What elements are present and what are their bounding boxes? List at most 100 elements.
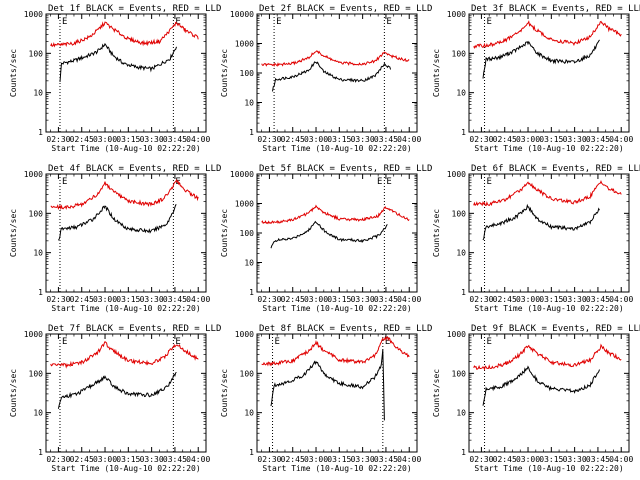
event-marker-label: E — [377, 177, 382, 187]
event-marker-label: E — [487, 177, 492, 187]
y-axis-label: Counts/sec — [220, 49, 229, 97]
y-tick-label: 10 — [33, 249, 43, 258]
x-tick-label: 02:45 — [70, 455, 94, 464]
x-tick-label: 03:00 — [516, 455, 540, 464]
plot-frame — [45, 13, 207, 133]
events-series-line — [57, 204, 177, 241]
x-tick-label: 03:15 — [116, 295, 140, 304]
x-axis-label: Start Time (10-Aug-10 02:22:20) — [474, 304, 623, 313]
y-tick-label: 10 — [33, 89, 43, 98]
x-tick-label: 03:00 — [93, 135, 117, 144]
detector-panel: Det 5f BLACK = Events, RED = LLD 1 10 100 10… — [220, 164, 432, 313]
x-tick-label: 03:00 — [93, 455, 117, 464]
y-tick-label: 1 — [38, 448, 43, 457]
event-marker-label: E — [175, 337, 180, 347]
x-tick-label: 03:30 — [351, 135, 375, 144]
x-axis-label: Start Time (10-Aug-10 02:22:20) — [262, 144, 411, 153]
x-tick-label: 04:00 — [609, 295, 633, 304]
panel-title: Det 2f BLACK = Events, RED = LLD — [259, 4, 432, 14]
y-tick-label: 10000 — [230, 170, 254, 179]
y-tick-label: 10 — [33, 409, 43, 418]
x-tick-label: 02:30 — [46, 135, 70, 144]
plot-frame — [256, 13, 418, 133]
event-marker-label: E — [62, 337, 67, 347]
x-tick-label: 03:00 — [516, 295, 540, 304]
x-axis-label: Start Time (10-Aug-10 02:22:20) — [474, 144, 623, 153]
panel-title: Det 5f BLACK = Events, RED = LLD — [259, 164, 432, 174]
detector-panel: Det 2f BLACK = Events, RED = LLD 1 10 100 10… — [220, 4, 432, 153]
lld-series-line — [261, 204, 410, 225]
y-tick-label: 10 — [456, 89, 466, 98]
x-tick-label: 03:30 — [140, 295, 164, 304]
y-tick-label: 10 — [456, 249, 466, 258]
plot-frame — [45, 173, 207, 293]
x-axis-label: Start Time (10-Aug-10 02:22:20) — [51, 304, 200, 313]
x-tick-label: 03:00 — [93, 295, 117, 304]
y-axis-label: Counts/sec — [220, 369, 229, 417]
x-tick-label: 03:45 — [586, 455, 610, 464]
y-tick-label: 1 — [249, 288, 254, 297]
x-tick-label: 03:45 — [586, 295, 610, 304]
events-series-line — [57, 371, 177, 409]
event-marker-label: E — [275, 337, 280, 347]
y-tick-label: 100 — [240, 369, 255, 378]
y-tick-label: 100 — [29, 49, 44, 58]
y-tick-label: 1 — [38, 128, 43, 137]
y-tick-label: 100 — [452, 49, 467, 58]
x-tick-label: 02:30 — [469, 455, 493, 464]
event-marker-label: E — [386, 17, 391, 27]
lld-series-line — [473, 180, 622, 207]
y-tick-label: 1000 — [24, 10, 43, 19]
y-tick-label: 100 — [29, 209, 44, 218]
x-axis-label: Start Time (10-Aug-10 02:22:20) — [51, 464, 200, 473]
y-tick-label: 100 — [240, 69, 255, 78]
y-tick-label: 10 — [244, 99, 254, 108]
y-tick-label: 1 — [461, 288, 466, 297]
x-tick-label: 04:00 — [609, 135, 633, 144]
x-tick-label: 03:45 — [163, 295, 187, 304]
x-tick-label: 02:45 — [70, 295, 94, 304]
y-axis-label: Counts/sec — [432, 49, 441, 97]
events-series-line — [482, 203, 600, 241]
panel-title: Det 7f BLACK = Events, RED = LLD — [48, 324, 221, 334]
events-series-line — [270, 349, 385, 421]
detector-panel: Det 7f BLACK = Events, RED = LLD 1 10 100 10… — [9, 324, 221, 473]
event-marker-label: E — [385, 337, 390, 347]
x-tick-label: 04:00 — [397, 295, 421, 304]
events-series-line — [482, 365, 600, 406]
lld-series-line — [473, 20, 622, 50]
y-axis-label: Counts/sec — [9, 209, 18, 257]
x-tick-label: 03:45 — [163, 135, 187, 144]
x-tick-label: 03:00 — [304, 295, 328, 304]
plot-frame — [256, 333, 418, 453]
x-tick-label: 03:15 — [116, 135, 140, 144]
event-marker-label: E — [487, 337, 492, 347]
y-tick-label: 1000 — [447, 10, 466, 19]
x-tick-label: 02:45 — [493, 455, 517, 464]
x-tick-label: 03:15 — [539, 455, 563, 464]
x-tick-label: 02:30 — [46, 455, 70, 464]
x-tick-label: 02:30 — [469, 295, 493, 304]
panel-title: Det 1f BLACK = Events, RED = LLD — [48, 4, 221, 14]
x-tick-label: 03:15 — [539, 295, 563, 304]
y-tick-label: 1000 — [235, 40, 254, 49]
lld-series-line — [50, 178, 199, 211]
x-tick-label: 04:00 — [186, 455, 210, 464]
y-tick-label: 1000 — [447, 170, 466, 179]
detector-panel: Det 8f BLACK = Events, RED = LLD 1 10 100 10… — [220, 324, 432, 473]
x-tick-label: 02:30 — [257, 295, 281, 304]
x-tick-label: 02:30 — [257, 455, 281, 464]
y-axis-label: Counts/sec — [220, 209, 229, 257]
x-tick-label: 04:00 — [397, 455, 421, 464]
x-tick-label: 04:00 — [609, 455, 633, 464]
x-tick-label: 03:30 — [563, 135, 587, 144]
event-marker-label: E — [487, 17, 492, 27]
y-tick-label: 100 — [29, 369, 44, 378]
x-axis-label: Start Time (10-Aug-10 02:22:20) — [474, 464, 623, 473]
y-tick-label: 1 — [249, 128, 254, 137]
events-series-line — [482, 39, 600, 79]
x-tick-label: 03:45 — [374, 295, 398, 304]
y-tick-label: 1 — [249, 448, 254, 457]
detector-panel: Det 4f BLACK = Events, RED = LLD 1 10 100 10… — [9, 164, 221, 313]
